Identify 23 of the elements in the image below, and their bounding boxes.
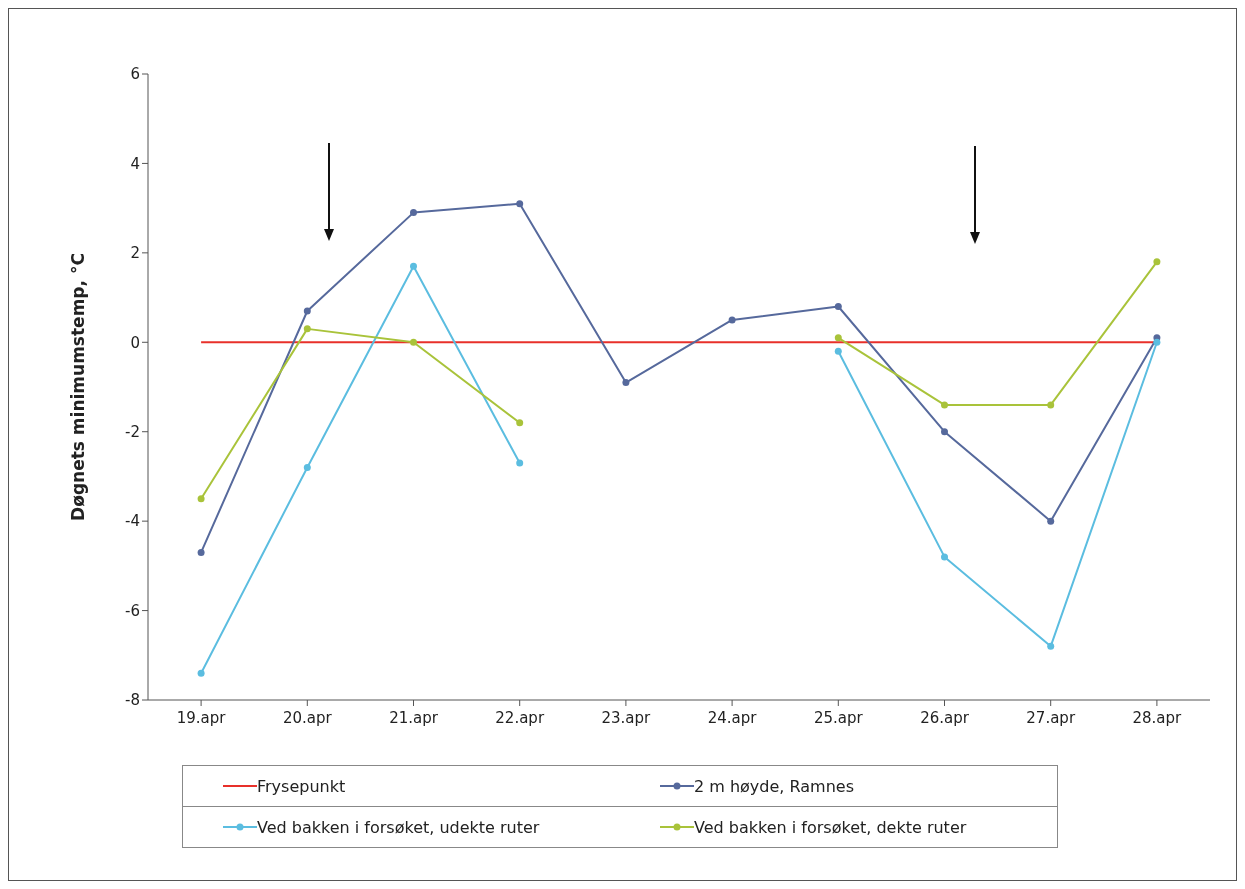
x-tick-label: 24.apr bbox=[707, 708, 758, 727]
y-tick-label: -6 bbox=[125, 601, 140, 620]
x-tick-label: 25.apr bbox=[813, 708, 864, 727]
legend-label: Frysepunkt bbox=[257, 776, 346, 796]
y-tick-label: 4 bbox=[130, 154, 140, 173]
x-tick-label: 23.apr bbox=[601, 708, 652, 727]
legend-label: Ved bakken i forsøket, udekte ruter bbox=[257, 817, 540, 837]
y-tick-label: -2 bbox=[125, 423, 140, 442]
x-tick-label: 28.apr bbox=[1132, 708, 1183, 727]
x-tick-label: 22.apr bbox=[495, 708, 545, 727]
x-tick-label: 26.apr bbox=[920, 708, 970, 727]
x-tick-label: 19.apr bbox=[176, 708, 227, 727]
y-tick-label: -8 bbox=[125, 691, 140, 710]
x-tick-label: 27.apr bbox=[1026, 708, 1076, 727]
y-tick-label: 2 bbox=[130, 244, 140, 263]
x-tick-label: 20.apr bbox=[282, 708, 333, 727]
y-tick-label: 6 bbox=[130, 65, 140, 84]
legend-label: 2 m høyde, Ramnes bbox=[694, 776, 854, 796]
legend-label: Ved bakken i forsøket, dekte ruter bbox=[694, 817, 967, 837]
x-tick-label: 21.apr bbox=[389, 708, 439, 727]
y-axis-title: Døgnets minimumstemp, °C bbox=[68, 253, 89, 521]
y-tick-label: 0 bbox=[130, 333, 140, 352]
y-tick-label: -4 bbox=[125, 512, 140, 531]
